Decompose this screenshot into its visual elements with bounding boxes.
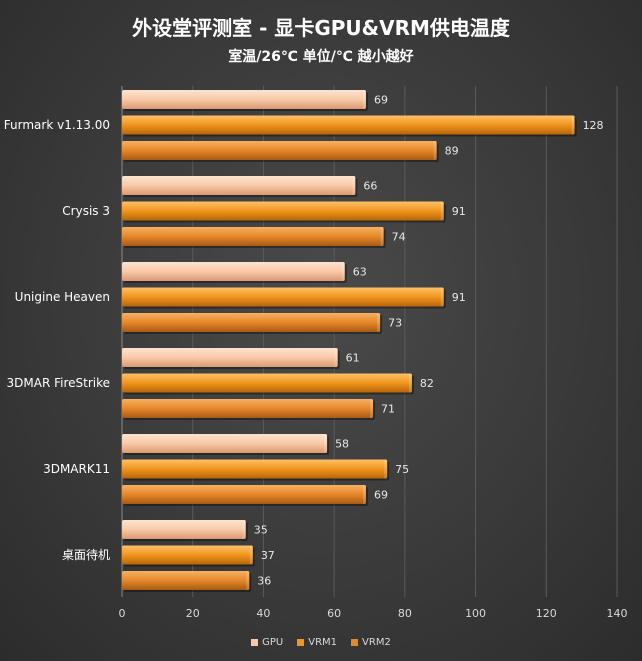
data-label: 69 [374,489,388,502]
labels: 0 20 40 60 80 100 120 140 Furmark v1.13.00 69 128 8… [4,94,628,621]
x-tick-label: 100 [465,607,486,620]
bar-cap [408,373,412,393]
bar-cap [571,115,575,135]
data-label: 69 [374,94,388,107]
data-label: 35 [254,524,268,537]
data-label: 58 [335,438,349,451]
bar-cap [440,287,444,307]
data-label: 63 [353,266,367,279]
data-label: 73 [388,317,402,330]
data-label: 128 [583,119,604,132]
chart-subtitle: 室温/26℃ 单位/℃ 越小越好 [228,49,414,65]
bar-cap [242,520,246,539]
legend-swatch-gpu [251,639,259,646]
chart-title: 外设堂评测室 - 显卡GPU&VRM供电温度 [132,16,510,40]
x-tick-label: 80 [398,607,412,620]
bar-vrm2 [122,571,250,590]
data-label: 89 [445,145,459,158]
bar-cap [377,313,381,332]
bar-gpu [122,90,366,109]
bar-cap [352,176,356,195]
data-label: 75 [395,463,409,476]
category-label: Furmark v1.13.00 [4,118,110,132]
bar-cap [370,399,374,418]
legend-item-vrm2: VRM2 [351,637,391,648]
x-tick-label: 0 [119,607,126,620]
bar-vrm1 [122,287,444,307]
bar-vrm1 [122,459,388,479]
data-label: 37 [261,549,275,562]
bar-cap [324,434,328,453]
bar-cap [362,485,366,504]
category-label: 3DMAR FireStrike [7,376,111,390]
bar-vrm2 [122,227,384,246]
legend-swatch-vrm1 [297,639,305,646]
bar-cap [433,141,437,160]
category-label: Crysis 3 [62,204,110,218]
category-label: 桌面待机 [62,548,110,562]
x-tick-label: 20 [186,607,200,620]
legend-label-vrm2: VRM2 [362,637,391,648]
bar-cap [246,571,250,590]
data-label: 36 [257,575,271,588]
x-tick-label: 140 [607,607,628,620]
bar-cap [249,545,253,565]
bar-gpu [122,262,345,281]
category-label: 3DMARK11 [43,462,110,476]
legend: GPU VRM1 VRM2 [0,637,642,648]
bar-vrm2 [122,485,366,504]
bar-cap [440,201,444,221]
data-label: 71 [381,403,395,416]
bar-cap [380,227,384,246]
bar-vrm1 [122,115,575,135]
bar-cap [384,459,388,479]
bar-vrm1 [122,373,412,393]
x-tick-label: 120 [536,607,557,620]
legend-swatch-vrm2 [351,639,359,646]
bar-vrm2 [122,313,381,332]
category-label: Unigine Heaven [15,290,110,304]
legend-label-vrm1: VRM1 [308,637,338,648]
bar-cap [341,262,345,281]
bar-gpu [122,348,338,367]
x-tick-label: 40 [256,607,270,620]
bar-cap [334,348,338,367]
bar-vrm1 [122,201,444,221]
data-label: 91 [452,205,466,218]
data-label: 82 [420,377,434,390]
data-label: 74 [392,231,406,244]
data-label: 66 [363,180,377,193]
bar-vrm2 [122,399,374,418]
bar-vrm2 [122,141,437,160]
data-label: 61 [346,352,360,365]
bar-cap [362,90,366,109]
gridlines [121,86,618,597]
bar-gpu [122,434,328,453]
bar-gpu [122,176,356,195]
bar-gpu [122,520,246,539]
bar-vrm1 [122,545,253,565]
legend-label-gpu: GPU [262,637,284,648]
x-tick-label: 60 [327,607,341,620]
bars [122,90,577,592]
data-label: 91 [452,291,466,304]
legend-item-vrm1: VRM1 [297,637,337,648]
legend-item-gpu: GPU [251,637,283,648]
